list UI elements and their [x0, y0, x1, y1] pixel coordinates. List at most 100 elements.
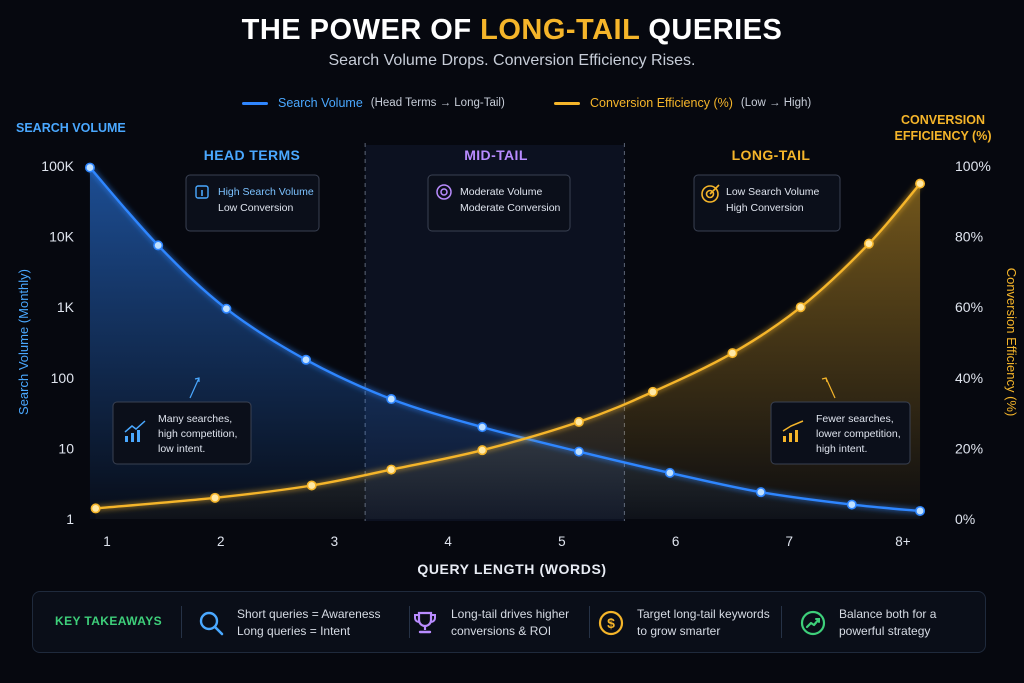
zone-card-box: [693, 174, 841, 232]
growth-bar: [789, 433, 792, 442]
x-tick-label: 7: [786, 534, 794, 549]
x-tick-label: 4: [444, 534, 452, 549]
y2-tick-label: 20%: [955, 440, 983, 456]
annotation-text: low intent.: [158, 443, 205, 455]
takeaway-item-target: $ Target long-tail keywords to grow smart…: [597, 604, 770, 642]
growth-line: [782, 420, 804, 432]
conversion-point: [306, 480, 317, 491]
conversion-line: [95, 182, 922, 510]
search-volume-point: [755, 487, 766, 498]
takeaway-item-balance: Balance both for a powerful strategy: [799, 604, 936, 642]
zone-card-box: [185, 174, 320, 232]
zone-card-line2: Low Conversion: [218, 202, 293, 214]
y-axis-title: Search Volume (Monthly): [16, 269, 31, 415]
zone-card-line1: Low Search Volume: [726, 186, 820, 198]
bullseye-icon: [701, 184, 720, 203]
target-icon-center: [440, 188, 448, 196]
search-volume-area: [89, 167, 921, 520]
bullseye-icon-ring: [701, 185, 719, 203]
legend-volume-note: (Head Terms → Long-Tail): [370, 97, 505, 109]
conversion-point: [647, 386, 658, 397]
search-volume-point: [573, 446, 584, 457]
annotation-arrow: [825, 377, 836, 399]
legend-volume-label: Search Volume: [278, 96, 363, 110]
trend-up-icon: [124, 420, 146, 442]
search-icon: [199, 611, 224, 636]
search-volume-point: [477, 422, 488, 433]
bullseye-icon-arrow: [709, 184, 720, 195]
annotation-text: Many searches,: [158, 413, 232, 425]
takeaways-divider: [181, 606, 182, 638]
search-volume-point: [915, 505, 926, 516]
right-axis-header-line2: EFFICIENCY (%): [894, 129, 992, 143]
volume-swatch: [242, 101, 268, 105]
dollar-icon: $: [598, 610, 624, 636]
conversion-point: [795, 302, 806, 313]
search-volume-point: [386, 394, 397, 405]
takeaway-item-awareness: Short queries = Awareness Long queries = …: [197, 604, 381, 642]
y2-tick-label: 100%: [955, 158, 991, 174]
trend-line: [124, 420, 146, 433]
search-volume-point: [221, 303, 232, 314]
conversion-point: [477, 445, 488, 456]
zone-card-line2: Moderate Conversion: [460, 202, 561, 214]
conversion-point: [210, 492, 221, 503]
zone-title: LONG-TAIL: [732, 147, 811, 163]
takeaway-2-line1: Long-tail drives higher: [451, 607, 570, 621]
growth-bar: [783, 436, 786, 442]
zone-title: HEAD TERMS: [204, 147, 301, 163]
key-takeaways-panel: KEY TAKEAWAYS Short queries = Awareness L…: [32, 591, 986, 653]
growth-icon: [800, 610, 826, 636]
y-tick-label: 10K: [49, 229, 75, 245]
page-subtitle: Search Volume Drops. Conversion Efficien…: [328, 52, 696, 69]
takeaway-item-conversions: Long-tail drives higher conversions & ROI: [411, 604, 569, 642]
zone-card: High Search Volume Low Conversion: [185, 174, 320, 232]
title-accent: LONG-TAIL: [480, 14, 640, 46]
annotation-box: [770, 401, 911, 465]
annotation-text: lower competition,: [816, 428, 901, 440]
takeaway-4-line1: Balance both for a: [839, 607, 937, 621]
annotation-box: [112, 401, 252, 465]
left-axis-header: SEARCH VOLUME: [16, 121, 126, 135]
legend-volume: Search Volume (Head Terms → Long-Tail): [242, 94, 505, 112]
x-tick-label: 1: [103, 534, 111, 549]
takeaway-2-line2: conversions & ROI: [451, 624, 552, 638]
annotation-text: high competition,: [158, 428, 237, 440]
legend-conversion: Conversion Efficiency (%) (Low → High): [554, 94, 811, 112]
zone-card: Low Search Volume High Conversion: [693, 174, 841, 232]
y-tick-label: 1: [66, 511, 74, 527]
y-tick-label: 10: [58, 440, 74, 456]
conversion-point: [863, 238, 874, 249]
takeaways-label: KEY TAKEAWAYS: [55, 614, 163, 628]
annotation-callout: Fewer searches, lower competition, high in…: [770, 377, 911, 465]
zone-card-box: [427, 174, 571, 232]
info-icon-frame: [195, 185, 209, 199]
x-tick-label: 5: [558, 534, 566, 549]
takeaway-3-line2: to grow smarter: [637, 624, 721, 638]
x-tick-label: 3: [331, 534, 339, 549]
y2-axis-title: Conversion Efficiency (%): [1004, 268, 1019, 417]
bullseye-icon-center: [705, 189, 715, 199]
conversion-point: [915, 178, 926, 189]
search-volume-point: [846, 499, 857, 510]
trend-bar: [125, 436, 128, 442]
svg-text:$: $: [607, 615, 615, 631]
conversion-area: [95, 183, 921, 519]
takeaways-divider: [589, 606, 590, 638]
zone-card: Moderate Volume Moderate Conversion: [427, 174, 571, 232]
trend-bar: [131, 433, 134, 442]
title-part-1: THE POWER OF: [241, 14, 481, 46]
y2-tick-label: 60%: [955, 299, 983, 315]
annotation-callout: Many searches, high competition, low inten…: [112, 377, 252, 465]
y2-tick-label: 40%: [955, 370, 983, 386]
x-tick-label: 8+: [895, 534, 911, 549]
target-icon-ring: [436, 184, 452, 200]
takeaways-divider: [781, 606, 782, 638]
x-axis-title: QUERY LENGTH (WORDS): [417, 561, 606, 577]
conversion-point: [573, 416, 584, 427]
takeaway-4-line2: powerful strategy: [839, 624, 931, 638]
takeaway-1-line1: Short queries = Awareness: [237, 607, 381, 621]
annotation-arrowhead: [194, 377, 200, 382]
search-volume-point: [84, 162, 95, 173]
